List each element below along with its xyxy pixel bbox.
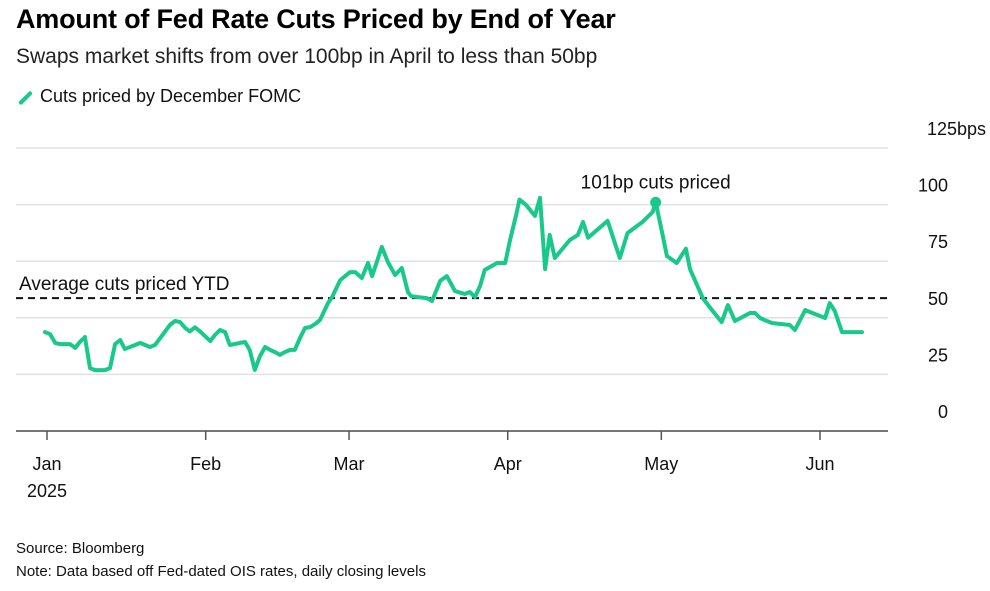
y-tick-label: 25 [928, 345, 948, 365]
x-tick-label: Jun [805, 454, 834, 474]
y-axis-labels: 0 25 50 75 100 125bps [918, 119, 986, 422]
legend: Cuts priced by December FOMC [16, 86, 301, 107]
x-tick-label: Jan [32, 454, 61, 474]
data-note: Note: Data based off Fed-dated OIS rates… [16, 563, 426, 580]
chart-title: Amount of Fed Rate Cuts Priced by End of… [16, 4, 616, 34]
y-tick-label: 0 [938, 402, 948, 422]
reference-line-group: Average cuts priced YTD [16, 274, 888, 300]
x-tick-label: Apr [494, 454, 522, 474]
series-group [43, 195, 864, 373]
series-line [43, 195, 864, 373]
x-tick-label: May [644, 454, 678, 474]
legend-label: Cuts priced by December FOMC [40, 86, 302, 106]
annotation-label: 101bp cuts priced [581, 172, 731, 193]
x-tick-sublabel: 2025 [27, 481, 67, 501]
x-tick-label: Feb [190, 454, 221, 474]
gridlines [16, 147, 888, 376]
y-tick-label: 50 [928, 289, 948, 309]
y-tick-label: 100 [918, 176, 948, 196]
chart-subtitle: Swaps market shifts from over 100bp in A… [16, 45, 598, 68]
y-tick-label: 125bps [927, 119, 986, 139]
annotation-group: 101bp cuts priced [581, 172, 731, 208]
y-tick-label: 75 [928, 232, 948, 252]
x-axis: Jan 2025 Feb Mar Apr May Jun [16, 430, 888, 501]
source-note: Source: Bloomberg [16, 540, 145, 557]
reference-line-label: Average cuts priced YTD [19, 274, 230, 295]
x-tick-label: Mar [334, 454, 365, 474]
annotation-marker [650, 196, 662, 208]
